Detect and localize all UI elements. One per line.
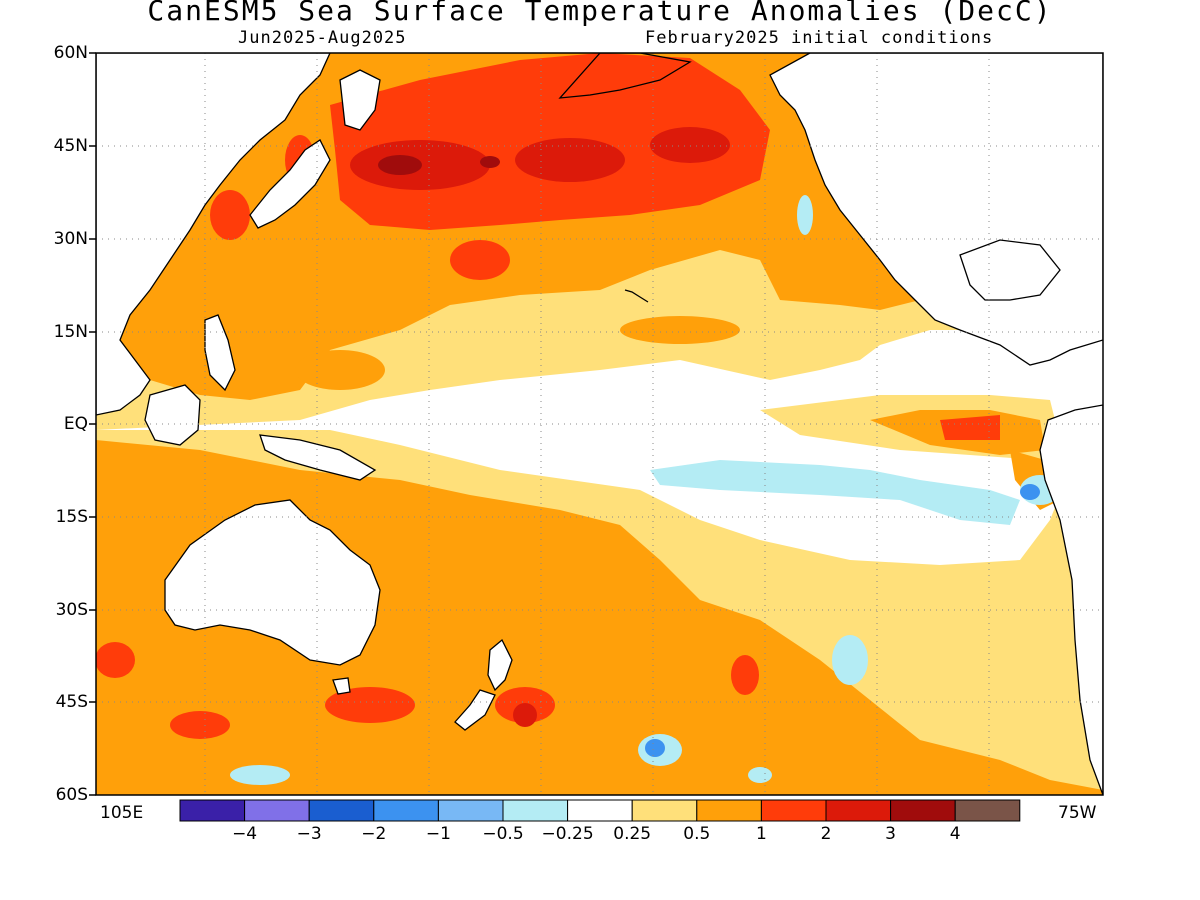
lat-label-60s: 60S — [55, 785, 88, 805]
grid-lines — [96, 53, 1103, 795]
colorbar-label: −0.5 — [482, 824, 524, 844]
new-zealand-south — [454, 689, 496, 731]
anomaly-layer-3-4 — [378, 155, 500, 175]
map-area — [96, 53, 1103, 795]
colorbar-swatch — [825, 799, 892, 822]
anomaly-layer-negative — [230, 124, 1100, 785]
colorbar — [179, 799, 1021, 822]
colorbar-label: 1 — [755, 824, 767, 844]
colorbar-swatch — [244, 799, 310, 822]
lat-label-eq: EQ — [63, 414, 88, 434]
colorbar-label: 2 — [820, 824, 832, 844]
initial-conditions: February2025 initial conditions — [645, 28, 994, 48]
colorbar-label: 0.25 — [613, 824, 652, 844]
lat-label-45s: 45S — [55, 692, 88, 712]
new-guinea-land — [259, 434, 377, 481]
lat-label-15s: 15S — [55, 507, 88, 527]
map-title: CanESM5 Sea Surface Temperature Anomalie… — [147, 0, 1053, 27]
australia-land — [164, 499, 381, 666]
tasmania-land — [332, 677, 351, 695]
colorbar-swatch — [567, 799, 633, 822]
lon-label-right: 75W — [1058, 803, 1097, 823]
colorbar-label: −0.25 — [541, 824, 594, 844]
borneo-land — [144, 384, 201, 446]
colorbar-label: 0.5 — [683, 824, 711, 844]
axis-ticks — [89, 52, 96, 796]
colorbar-label: 3 — [885, 824, 897, 844]
colorbar-swatch — [437, 799, 504, 822]
colorbar-swatch — [631, 799, 698, 822]
kamchatka-land — [339, 69, 381, 131]
colorbar-label: −3 — [296, 824, 322, 844]
philippines-land — [204, 314, 236, 392]
south-america-land — [1039, 404, 1103, 795]
colorbar-swatch — [308, 799, 375, 822]
alaska-peninsula — [558, 53, 692, 99]
colorbar-label: −1 — [425, 824, 451, 844]
colorbar-swatch — [373, 799, 439, 822]
colorbar-swatch — [502, 799, 569, 822]
land-masses — [96, 53, 1103, 795]
colorbar-label: −4 — [232, 824, 258, 844]
gulf-of-mexico — [959, 239, 1061, 301]
lat-label-30s: 30S — [55, 600, 88, 620]
forecast-period: Jun2025-Aug2025 — [238, 28, 407, 48]
colorbar-label: −2 — [361, 824, 387, 844]
colorbar-label: 4 — [949, 824, 961, 844]
colorbar-swatch — [179, 799, 246, 822]
new-zealand-north — [487, 638, 513, 692]
japan-land — [249, 139, 331, 229]
colorbar-swatch — [696, 799, 762, 822]
colorbar-swatch — [890, 799, 956, 822]
lat-label-45n: 45N — [53, 136, 88, 156]
lon-label-left: 105E — [100, 803, 144, 823]
hawaii-islands — [624, 289, 649, 303]
lat-label-30n: 30N — [53, 229, 88, 249]
colorbar-swatch — [760, 799, 827, 822]
asia-land — [96, 53, 331, 416]
lat-label-15n: 15N — [53, 322, 88, 342]
lat-label-60n: 60N — [53, 43, 88, 63]
colorbar-swatch — [954, 799, 1021, 822]
